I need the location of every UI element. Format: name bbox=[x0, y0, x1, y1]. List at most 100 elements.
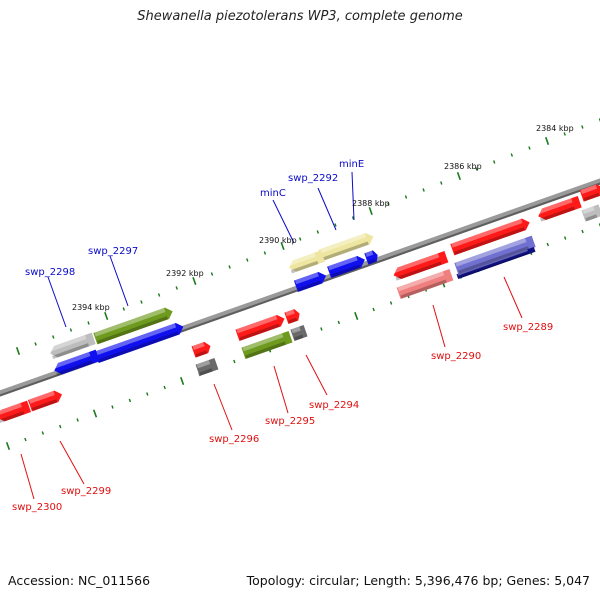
feature-swp-2292-yellow[interactable] bbox=[318, 231, 376, 261]
kbp-label: 2394 kbp bbox=[72, 303, 110, 312]
major-tick bbox=[280, 241, 285, 251]
feature-mine[interactable] bbox=[364, 249, 379, 265]
minor-tick bbox=[263, 251, 267, 255]
kbp-label: 2390 kbp bbox=[259, 236, 297, 245]
kbp-label: 2384 kbp bbox=[536, 124, 574, 133]
feature-swp-2295-red[interactable] bbox=[235, 313, 286, 341]
minor-tick bbox=[440, 181, 443, 185]
major-tick bbox=[5, 441, 11, 451]
feature-swp-2290[interactable] bbox=[392, 251, 449, 281]
feature-minc[interactable] bbox=[293, 270, 328, 292]
gene-label-swp-2294[interactable]: swp_2294 bbox=[309, 400, 359, 411]
minor-tick bbox=[316, 230, 320, 234]
gene-label-mine[interactable]: minE bbox=[339, 159, 364, 170]
minor-tick bbox=[387, 202, 390, 206]
feature-swp-2300[interactable] bbox=[0, 400, 32, 424]
minor-tick bbox=[475, 167, 478, 171]
major-tick bbox=[545, 136, 550, 146]
feature-swp-2298-gray[interactable] bbox=[48, 332, 96, 360]
label-leaders bbox=[20, 171, 523, 500]
feature-swp-2298[interactable] bbox=[52, 349, 100, 377]
feature-swp-2289-violet[interactable] bbox=[454, 235, 536, 275]
feature-swp-2289[interactable] bbox=[450, 217, 531, 256]
gene-label-swp-2290[interactable]: swp_2290 bbox=[431, 351, 481, 362]
feature-swp-2292[interactable] bbox=[327, 254, 367, 278]
kbp-label: 2388 kbp bbox=[352, 199, 390, 208]
feature-gray[interactable] bbox=[581, 204, 600, 222]
minor-tick bbox=[52, 335, 55, 339]
minor-tick bbox=[210, 272, 214, 276]
minor-tick bbox=[122, 307, 126, 311]
minor-tick bbox=[563, 132, 566, 136]
major-tick bbox=[456, 171, 461, 181]
gene-label-swp-2289[interactable]: swp_2289 bbox=[503, 322, 553, 333]
feature-swp-2289-navy[interactable] bbox=[456, 246, 536, 280]
gene-label-swp-2297[interactable]: swp_2297 bbox=[88, 246, 138, 257]
minor-tick bbox=[372, 307, 375, 312]
minor-tick bbox=[246, 258, 249, 262]
feature-swp-2294-red[interactable] bbox=[284, 308, 301, 324]
minor-tick bbox=[175, 286, 178, 290]
feature-swp-2297[interactable] bbox=[94, 321, 186, 363]
minor-tick bbox=[76, 418, 79, 422]
feature-swp-2296-red[interactable] bbox=[191, 340, 213, 358]
minor-tick bbox=[404, 195, 408, 199]
minor-tick bbox=[157, 293, 161, 297]
minor-tick bbox=[337, 320, 341, 325]
feature-red[interactable] bbox=[579, 182, 600, 202]
major-tick bbox=[92, 409, 98, 418]
minor-tick bbox=[87, 321, 90, 325]
gene-features bbox=[0, 182, 600, 424]
gene-label-swp-2298[interactable]: swp_2298 bbox=[25, 267, 75, 278]
minor-tick bbox=[320, 327, 323, 331]
minor-tick bbox=[228, 265, 231, 269]
feature-swp-2296-darkgray[interactable] bbox=[195, 358, 219, 376]
gene-label-swp-2300[interactable]: swp_2300 bbox=[12, 502, 62, 513]
major-tick bbox=[104, 311, 109, 321]
minor-tick bbox=[389, 301, 393, 305]
genome-summary-text: Topology: circular; Length: 5,396,476 bp… bbox=[246, 573, 590, 588]
gene-label-swp-2296[interactable]: swp_2296 bbox=[209, 434, 259, 445]
minor-tick bbox=[546, 242, 549, 247]
minor-tick bbox=[24, 437, 27, 442]
major-tick bbox=[368, 206, 373, 216]
minor-tick bbox=[563, 236, 567, 240]
outer-tick-track bbox=[15, 118, 600, 356]
minor-tick bbox=[581, 125, 584, 129]
gene-label-swp-2292[interactable]: swp_2292 bbox=[288, 173, 338, 184]
minor-tick bbox=[492, 160, 496, 164]
feature-minc-yellow[interactable] bbox=[287, 250, 325, 274]
gene-label-swp-2295[interactable]: swp_2295 bbox=[265, 416, 315, 427]
minor-tick bbox=[140, 300, 143, 304]
feature-swp-2294-darkgray[interactable] bbox=[290, 325, 308, 341]
major-tick bbox=[180, 376, 185, 386]
genome-title: Shewanella piezotolerans WP3, complete g… bbox=[137, 9, 463, 24]
major-tick bbox=[354, 311, 359, 321]
minor-tick bbox=[528, 146, 531, 150]
major-tick bbox=[15, 346, 21, 356]
minor-tick bbox=[146, 392, 149, 396]
minor-tick bbox=[41, 431, 45, 435]
minor-tick bbox=[69, 328, 73, 332]
feature-swp-2295-olive[interactable] bbox=[241, 331, 293, 359]
gene-label-swp-2299[interactable]: swp_2299 bbox=[61, 486, 111, 497]
minor-tick bbox=[59, 424, 62, 429]
minor-tick bbox=[34, 342, 37, 346]
kbp-label: 2386 kbp bbox=[444, 162, 482, 171]
minor-tick bbox=[581, 229, 584, 234]
feature-swp-2297-olive[interactable] bbox=[93, 306, 174, 345]
feature-red[interactable] bbox=[27, 389, 64, 412]
minor-tick bbox=[422, 188, 425, 192]
major-tick bbox=[192, 276, 197, 286]
feature-swp-2290-pink[interactable] bbox=[396, 269, 454, 299]
minor-tick bbox=[510, 153, 514, 157]
feature-red[interactable] bbox=[536, 196, 582, 222]
minor-tick bbox=[334, 223, 337, 227]
minor-tick bbox=[128, 398, 132, 403]
minor-tick bbox=[233, 359, 236, 364]
gene-label-minc[interactable]: minC bbox=[260, 188, 286, 199]
kbp-label: 2392 kbp bbox=[166, 269, 204, 278]
minor-tick bbox=[163, 385, 166, 390]
